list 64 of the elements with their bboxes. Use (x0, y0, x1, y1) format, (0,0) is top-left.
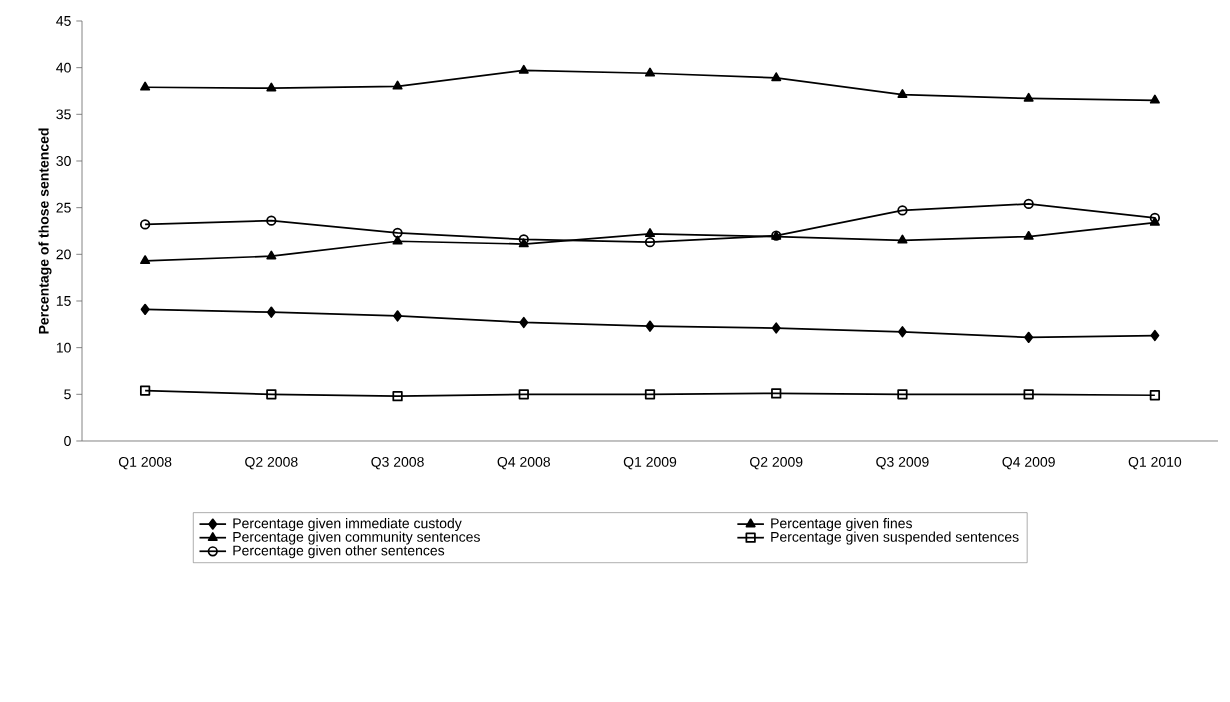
point (519, 316, 529, 329)
point (897, 234, 908, 244)
point (392, 227, 403, 238)
point (771, 388, 782, 399)
point (139, 219, 151, 230)
point (392, 80, 403, 90)
x-tick-label: Q2 2008 (245, 456, 298, 470)
y-tick-label: 15 (56, 296, 71, 306)
point (1023, 389, 1034, 400)
y-tick-label: 30 (56, 156, 71, 166)
y-tick-label: 45 (56, 16, 71, 26)
point (139, 385, 151, 396)
x-tick-label: Q1 2010 (1128, 456, 1182, 470)
legend-label: Percentage given fines (771, 517, 912, 532)
x-tick-label: Q3 2009 (876, 456, 929, 470)
point (266, 82, 277, 92)
legend-label: Percentage given suspended sentences (771, 531, 1019, 545)
point (1149, 390, 1161, 401)
point (140, 303, 150, 316)
point (1023, 230, 1034, 240)
x-tick-label: Q3 2008 (371, 456, 424, 470)
point (140, 81, 151, 91)
point (140, 255, 151, 265)
point (771, 72, 782, 82)
point (1149, 94, 1160, 104)
point (266, 250, 277, 260)
legend-label: Percentage given other sentences (233, 545, 445, 559)
point (1023, 198, 1034, 210)
point (644, 389, 656, 400)
y-tick-label: 35 (56, 109, 71, 120)
point (644, 228, 656, 238)
y-tick-label: 25 (56, 202, 71, 213)
y-axis-title: Percentage of those sentenced (38, 128, 52, 334)
point (518, 64, 529, 74)
y-tick-label: 5 (64, 389, 71, 400)
x-tick-label: Q2 2009 (750, 456, 803, 470)
point (266, 389, 277, 400)
point (1024, 331, 1034, 344)
point (266, 306, 276, 318)
legend-label: Percentage given community sentences (233, 531, 480, 545)
point (645, 320, 655, 332)
x-tick-label: Q1 2009 (623, 456, 677, 470)
point (771, 322, 781, 334)
point (897, 326, 907, 338)
y-tick-label: 10 (56, 342, 71, 353)
y-tick-label: 20 (56, 249, 71, 260)
point (1023, 92, 1034, 102)
point (897, 389, 908, 400)
x-tick-label: Q4 2008 (497, 456, 551, 470)
point (392, 391, 403, 402)
point (518, 389, 529, 400)
legend-label: Percentage given immediate custody (233, 517, 462, 532)
x-tick-label: Q4 2009 (1002, 456, 1055, 470)
x-tick-label: Q1 2008 (118, 456, 172, 470)
point (897, 205, 908, 216)
point (1150, 329, 1160, 342)
y-tick-label: 0 (64, 436, 71, 446)
y-tick-label: 40 (56, 62, 71, 73)
point (393, 310, 403, 322)
point (644, 237, 656, 248)
point (644, 67, 656, 77)
point (392, 235, 403, 245)
point (897, 89, 908, 98)
point (266, 215, 277, 226)
